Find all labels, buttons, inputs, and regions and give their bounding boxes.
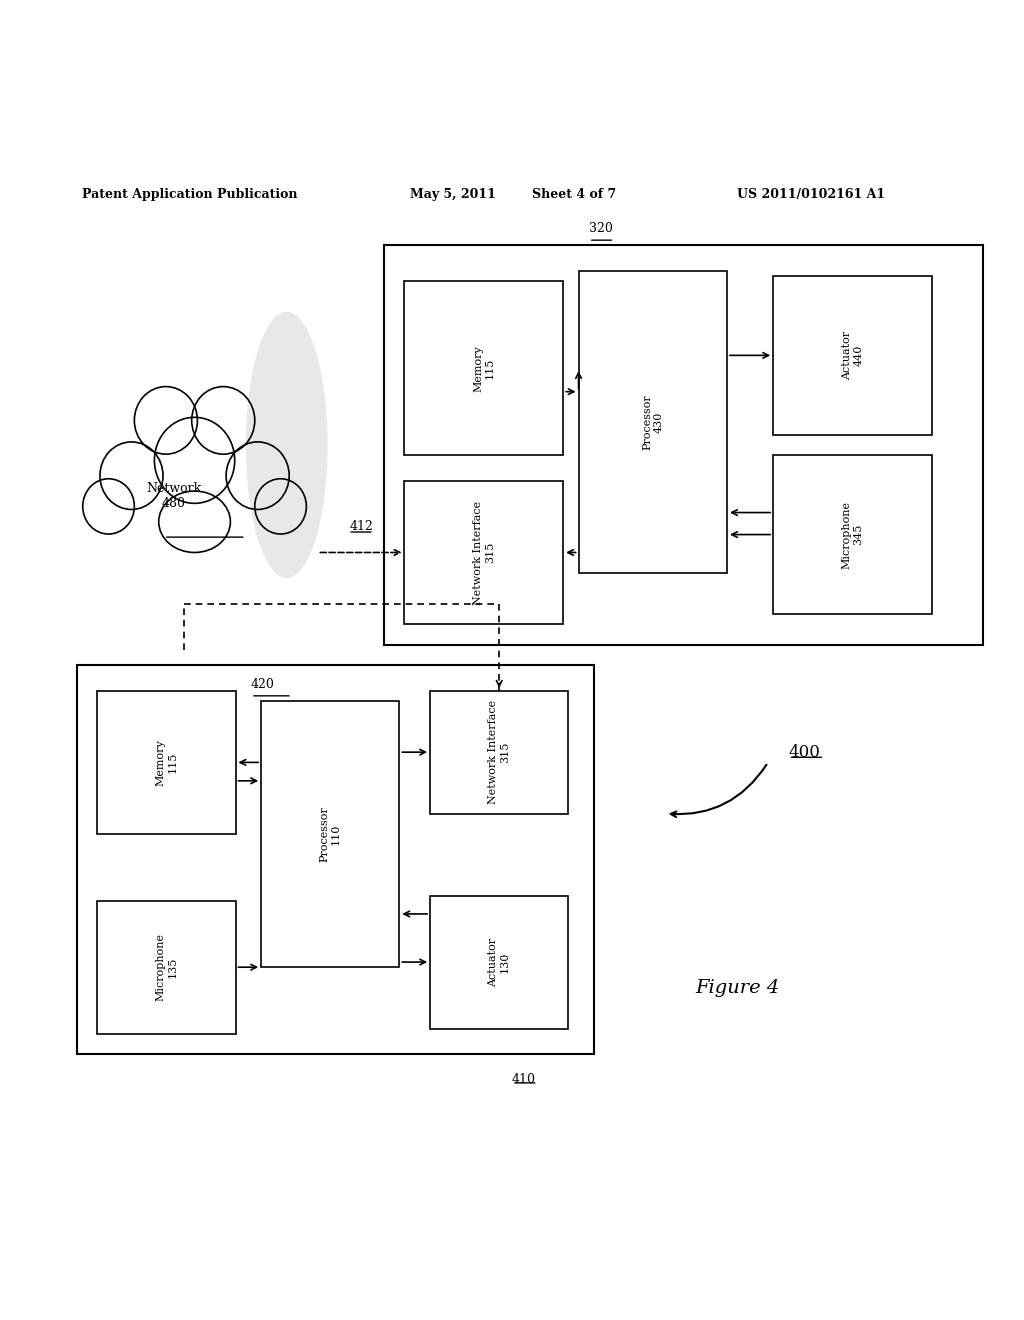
Text: Processor
110: Processor 110 (319, 807, 341, 862)
Ellipse shape (134, 387, 198, 454)
Ellipse shape (155, 417, 234, 503)
Text: Figure 4: Figure 4 (695, 978, 779, 997)
Ellipse shape (191, 387, 255, 454)
Ellipse shape (83, 479, 134, 535)
FancyBboxPatch shape (261, 701, 399, 968)
Text: 410: 410 (512, 1073, 536, 1086)
Text: Memory
115: Memory 115 (473, 345, 495, 392)
FancyBboxPatch shape (430, 895, 568, 1028)
FancyBboxPatch shape (404, 281, 563, 455)
Text: Actuator
130: Actuator 130 (488, 937, 510, 986)
Text: Memory
115: Memory 115 (156, 739, 177, 785)
Text: 412: 412 (350, 520, 374, 533)
Text: Patent Application Publication: Patent Application Publication (82, 187, 297, 201)
Text: Network Interface
315: Network Interface 315 (473, 500, 495, 605)
FancyBboxPatch shape (430, 690, 568, 813)
Text: Microphone
135: Microphone 135 (156, 933, 177, 1001)
Text: 320: 320 (589, 222, 612, 235)
FancyBboxPatch shape (773, 276, 932, 434)
FancyBboxPatch shape (384, 246, 983, 644)
Text: Sheet 4 of 7: Sheet 4 of 7 (532, 187, 616, 201)
Text: Network
480: Network 480 (146, 482, 202, 510)
Ellipse shape (159, 491, 230, 553)
FancyBboxPatch shape (97, 900, 236, 1034)
FancyBboxPatch shape (773, 455, 932, 614)
Ellipse shape (255, 479, 306, 535)
Ellipse shape (246, 312, 328, 578)
Text: Microphone
345: Microphone 345 (842, 500, 863, 569)
Ellipse shape (100, 442, 163, 510)
Text: 400: 400 (788, 743, 820, 760)
Text: May 5, 2011: May 5, 2011 (410, 187, 496, 201)
Text: Actuator
440: Actuator 440 (842, 331, 863, 380)
Ellipse shape (226, 442, 289, 510)
FancyBboxPatch shape (77, 665, 594, 1055)
Text: Processor
430: Processor 430 (642, 395, 664, 450)
FancyBboxPatch shape (97, 690, 236, 834)
Text: 420: 420 (251, 677, 274, 690)
Text: Network Interface
315: Network Interface 315 (488, 700, 510, 804)
FancyBboxPatch shape (404, 480, 563, 624)
FancyBboxPatch shape (579, 271, 727, 573)
Text: US 2011/0102161 A1: US 2011/0102161 A1 (737, 187, 886, 201)
